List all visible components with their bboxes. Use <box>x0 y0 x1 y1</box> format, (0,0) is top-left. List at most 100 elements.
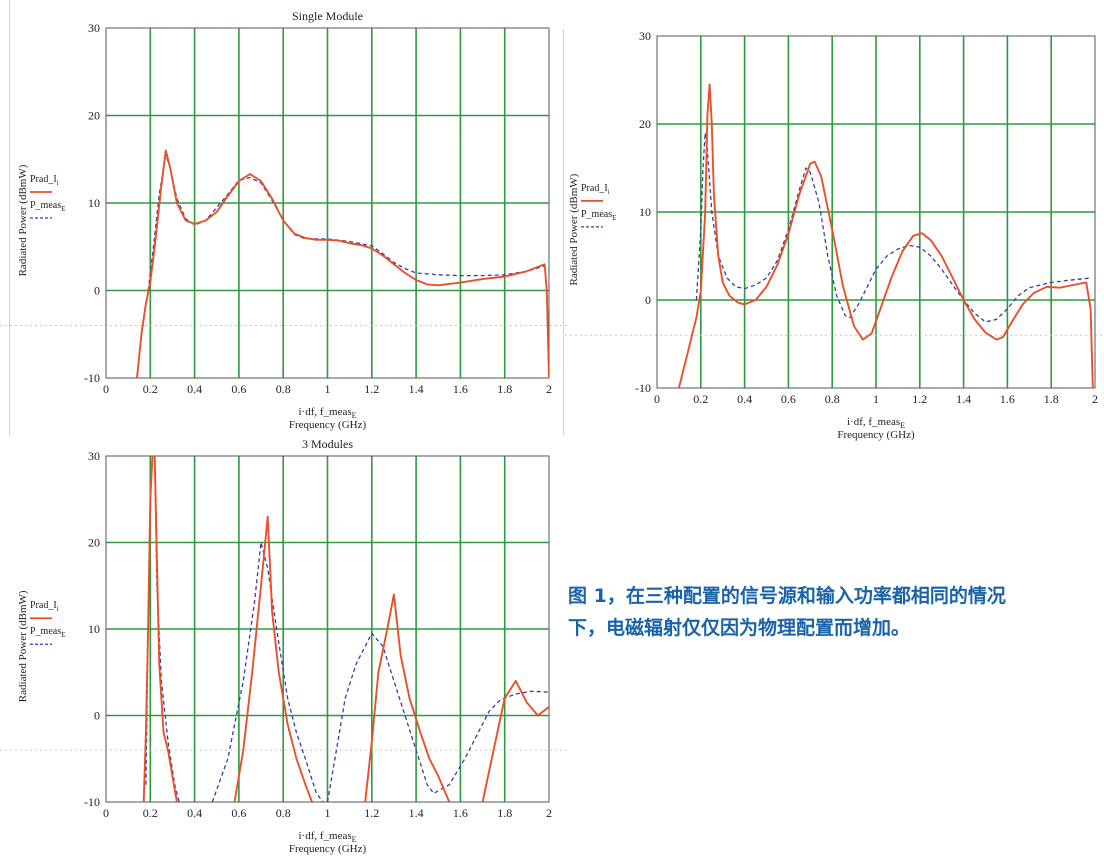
legend-label-subscript: i <box>57 605 59 613</box>
series-group <box>142 456 549 802</box>
x-tick-label: 0 <box>654 392 660 406</box>
x-tick-label: 1.2 <box>364 806 379 820</box>
x-tick-label: 1 <box>325 382 331 396</box>
x-axis-label: Frequency (GHz) <box>837 429 915 441</box>
x-tick-label: 1.8 <box>497 382 512 396</box>
x-tick-label: 1.4 <box>409 806 424 820</box>
y-tick-label: 10 <box>88 622 100 636</box>
x-tick-label: 1.6 <box>1000 392 1015 406</box>
x-axis-expression-subscript: E <box>900 421 905 430</box>
x-tick-label: 2 <box>546 382 552 396</box>
legend-label-text: P_meas <box>30 626 61 637</box>
x-tick-label: 1.2 <box>364 382 379 396</box>
chart-title: Single Module <box>292 9 363 23</box>
legend-label-text: Prad_I <box>581 183 608 194</box>
series-group <box>136 149 549 378</box>
x-tick-label: 0.6 <box>781 392 796 406</box>
series-line-p-meas <box>147 154 545 291</box>
y-tick-label: 0 <box>94 709 100 723</box>
chart-two-modules: 0 0.2 0.4 0.6 0.8 1 1.2 1.4 1.6 1.8 2-100102030i·d… <box>565 29 1104 441</box>
y-tick-label: 30 <box>88 449 100 463</box>
x-axis-expression: i·df, f_measE <box>298 406 356 420</box>
legend-label-subscript: i <box>608 188 610 196</box>
plot-frame <box>105 27 550 379</box>
x-tick-label: 0.2 <box>693 392 708 406</box>
y-tick-label: 30 <box>88 21 100 35</box>
series-line-prad <box>364 593 451 802</box>
plot-frame <box>656 35 1096 389</box>
series-line-p-meas <box>145 456 154 785</box>
y-tick-label: 20 <box>639 117 651 131</box>
y-tick-label: -10 <box>635 381 651 395</box>
x-tick-label: 0.4 <box>187 806 202 820</box>
left-edge-line <box>9 0 10 435</box>
x-axis-expression-text: i·df, f_meas <box>298 406 351 418</box>
legend-label-text: Prad_I <box>30 600 57 611</box>
x-tick-label: 1.4 <box>409 382 424 396</box>
y-tick-label: 10 <box>88 196 100 210</box>
x-tick-label: 0 <box>103 382 109 396</box>
y-tick-label: 20 <box>88 536 100 550</box>
x-axis-expression-text: i·df, f_meas <box>847 416 900 428</box>
x-tick-label: 0.2 <box>143 806 158 820</box>
series-line-p-meas <box>211 541 324 802</box>
legend-label-subscript: E <box>612 214 616 222</box>
series-line-p-meas <box>695 132 1091 323</box>
series-line-prad <box>153 456 178 802</box>
x-tick-label: 1 <box>325 806 331 820</box>
legend-label: P_measE <box>581 209 616 222</box>
y-tick-label: 0 <box>94 284 100 298</box>
legend-label: P_measE <box>30 626 65 639</box>
legend-label: Prad_Ii <box>30 600 59 613</box>
x-tick-label: 0.8 <box>276 382 291 396</box>
x-tick-label: 0.8 <box>276 806 291 820</box>
x-axis-expression-subscript: E <box>352 411 357 420</box>
legend-label-subscript: i <box>57 179 59 187</box>
x-axis-label: Frequency (GHz) <box>289 419 367 431</box>
chart-title: 3 Modules <box>302 437 353 451</box>
series-line-p-meas <box>326 632 549 802</box>
x-tick-label: 0.2 <box>143 382 158 396</box>
series-line-prad <box>233 515 313 802</box>
y-tick-label: -10 <box>84 795 100 809</box>
caption-line-2: 下，电磁辐射仅仅因为物理配置而增加。 <box>568 617 911 639</box>
legend-label-subscript: E <box>61 631 65 639</box>
x-axis-label: Frequency (GHz) <box>289 843 367 855</box>
x-tick-label: 1.8 <box>1044 392 1059 406</box>
y-axis-label: Radiated Power (dBmW) <box>17 590 29 702</box>
x-axis-expression: i·df, f_measE <box>298 830 356 844</box>
y-tick-label: 30 <box>639 29 651 43</box>
legend-label-subscript: E <box>61 205 65 213</box>
x-tick-label: 1.4 <box>956 392 971 406</box>
x-tick-label: 1.6 <box>453 382 468 396</box>
y-tick-label: 10 <box>639 205 651 219</box>
x-tick-label: 0.6 <box>231 382 246 396</box>
y-axis-label: Radiated Power (dBmW) <box>568 173 580 285</box>
x-tick-label: 0.4 <box>187 382 202 396</box>
x-axis-expression-text: i·df, f_meas <box>298 830 351 842</box>
x-tick-label: 0.8 <box>825 392 840 406</box>
series-line-prad <box>677 83 1094 388</box>
x-tick-label: 0 <box>103 806 109 820</box>
legend-label-text: Prad_I <box>30 174 57 185</box>
x-tick-label: 2 <box>546 806 552 820</box>
vertical-divider <box>563 30 564 435</box>
y-tick-label: 0 <box>645 293 651 307</box>
chart-single-module: 0 0.2 0.4 0.6 0.8 1 1.2 1.4 1.6 1.8 2-100102030Sin… <box>0 9 570 431</box>
x-tick-label: 1 <box>873 392 879 406</box>
x-tick-label: 1.2 <box>912 392 927 406</box>
x-tick-label: 0.4 <box>737 392 752 406</box>
series-line-prad <box>481 679 549 802</box>
caption-line-1: 图 1，在三种配置的信号源和输入功率都相同的情况 <box>568 585 1006 607</box>
x-axis-expression-subscript: E <box>352 835 357 844</box>
x-axis-expression: i·df, f_measE <box>847 416 905 430</box>
legend-label-text: P_meas <box>581 209 612 220</box>
x-tick-label: 1.6 <box>453 806 468 820</box>
legend-label: Prad_Ii <box>30 174 59 187</box>
x-tick-label: 0.6 <box>231 806 246 820</box>
y-tick-label: 20 <box>88 109 100 123</box>
series-group <box>677 83 1094 388</box>
series-line-prad <box>136 149 549 378</box>
figure-caption: 图 1，在三种配置的信号源和输入功率都相同的情况 下，电磁辐射仅仅因为物理配置而… <box>568 580 1098 644</box>
